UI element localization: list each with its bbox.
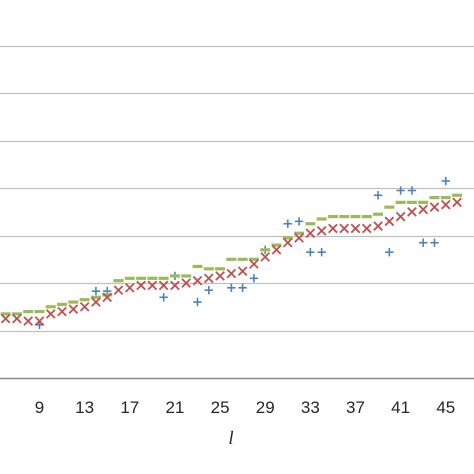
point-cross-36-30 [339,223,350,234]
point-plus-24-6 [204,285,213,295]
x-tick-label-41: 41 [391,398,410,417]
point-cross-21-15 [170,280,180,291]
point-cross-42-36 [407,207,417,217]
point-cross-6-0 [0,313,11,324]
x-tick-label-13: 13 [75,398,94,417]
x-tick-label-21: 21 [165,398,184,417]
point-plus-44-20 [430,238,439,247]
point-cross-12-6 [68,304,79,315]
x-tick-label-17: 17 [120,398,139,417]
point-cross-8-2 [23,316,34,326]
point-cross-38-32 [361,223,372,234]
point-cross-20-14 [158,280,169,291]
x-tick-labels: 9 13 17 21 25 29 33 37 41 45 [35,398,455,417]
point-cross-45-39 [440,199,451,210]
point-plus-41-17 [396,186,405,195]
point-plus-34-14 [317,248,326,257]
point-plus-43-19 [419,238,428,247]
point-plus-28-9 [249,274,259,283]
point-plus-14-1 [91,286,101,296]
point-cross-34-28 [316,226,327,236]
point-cross-25-19 [215,271,225,281]
point-cross-29-23 [260,252,271,262]
gridlines [0,45,474,333]
point-plus-26-7 [227,283,236,293]
point-cross-46-40 [452,197,462,208]
x-tick-label-45: 45 [436,398,455,417]
point-plus-27-8 [238,283,247,293]
point-cross-18-12 [136,280,146,291]
point-plus-39-15 [373,191,383,200]
point-cross-41-35 [395,211,406,222]
point-plus-33-13 [306,248,315,257]
point-cross-11-5 [57,306,67,317]
point-cross-24-18 [203,273,214,284]
x-axis-title: l [228,428,233,449]
point-cross-15-9 [102,292,113,303]
point-cross-26-20 [226,268,237,279]
point-cross-9-3 [34,316,45,326]
point-plus-32-12 [294,217,304,226]
point-plus-42-18 [407,186,417,195]
point-cross-40-34 [384,216,395,227]
point-cross-30-24 [271,245,282,255]
x-tick-label-25: 25 [211,398,230,417]
point-plus-40-16 [385,248,394,257]
point-cross-13-7 [79,301,90,312]
point-cross-39-33 [373,221,383,231]
point-cross-28-22 [249,259,259,269]
point-plus-20-3 [159,293,168,302]
data-points [0,176,463,330]
x-tick-label-9: 9 [35,398,44,417]
point-cross-44-38 [429,202,440,212]
x-tick-label-33: 33 [301,398,320,417]
point-cross-16-10 [113,285,124,296]
point-cross-37-31 [350,223,361,234]
point-cross-32-26 [294,233,304,243]
point-plus-31-11 [283,219,292,228]
point-cross-7-1 [12,313,22,324]
point-cross-17-11 [124,282,135,293]
point-cross-33-27 [305,228,316,239]
x-tick-label-37: 37 [346,398,365,417]
point-cross-23-17 [192,275,203,286]
point-cross-14-8 [91,297,101,307]
x-tick-label-29: 29 [256,398,275,417]
point-cross-10-4 [45,309,56,319]
point-cross-22-16 [181,278,192,288]
point-cross-19-13 [147,280,158,291]
point-cross-27-21 [237,266,248,277]
point-plus-45-21 [441,176,450,186]
point-cross-35-29 [328,223,338,234]
point-cross-31-25 [282,237,293,248]
point-plus-23-5 [193,297,202,307]
point-cross-43-37 [418,204,429,215]
